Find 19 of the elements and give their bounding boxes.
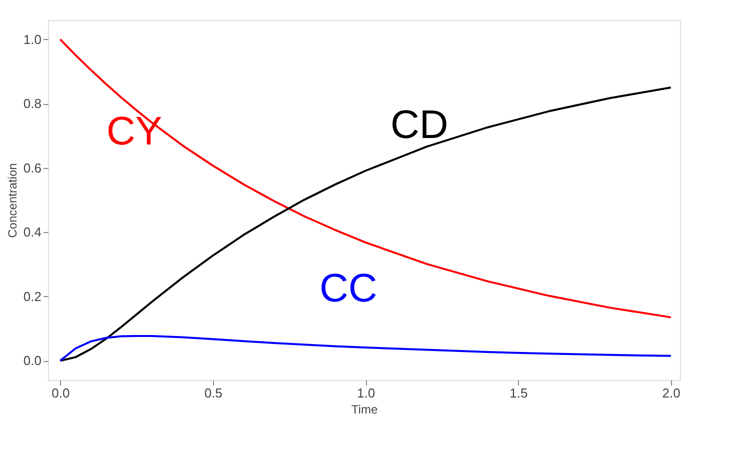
y-tick-label: 0.2 <box>23 288 42 304</box>
y-tick-label: 1.0 <box>23 32 42 47</box>
line-series <box>59 86 672 362</box>
y-tick-label: 0.6 <box>23 160 42 176</box>
series-label: CC <box>319 266 378 311</box>
y-axis-title: Concentration <box>5 163 20 238</box>
x-tick-label: 1.0 <box>356 386 376 400</box>
series-label: CD <box>390 102 448 147</box>
x-tick-label: 0.0 <box>52 386 70 400</box>
x-tick-label: 1.5 <box>510 386 528 400</box>
y-tick-label: 0.8 <box>23 96 42 112</box>
x-tick-label: 2.0 <box>662 386 680 400</box>
x-axis-title: Time <box>351 402 378 416</box>
series-label: CY <box>106 109 162 154</box>
y-tick-label: 0.0 <box>23 353 42 368</box>
line-series <box>59 334 672 362</box>
line-series <box>59 38 672 318</box>
x-tick-label: 0.5 <box>204 386 222 400</box>
y-tick-label: 0.4 <box>23 224 42 240</box>
